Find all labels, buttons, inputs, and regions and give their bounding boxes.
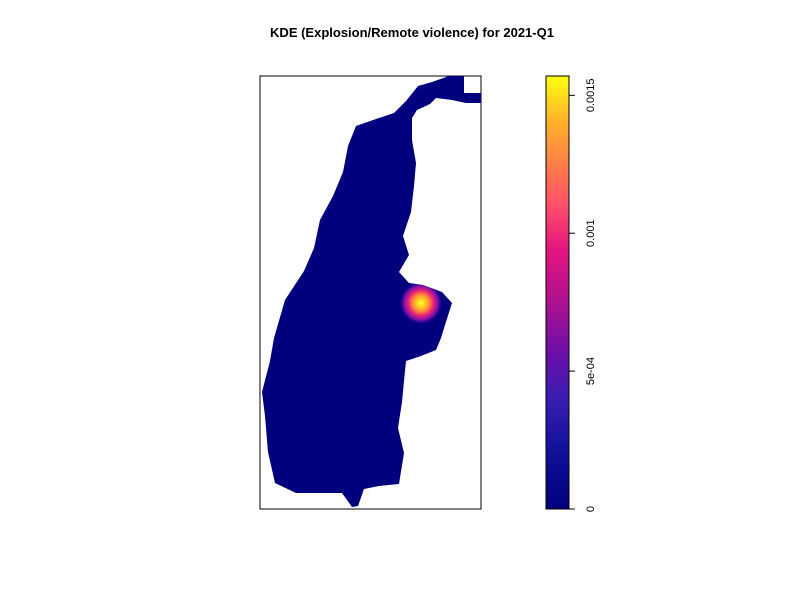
- colorbar-tick-label: 0.001: [585, 219, 597, 247]
- region-shape: [262, 76, 481, 507]
- colorbar-tick-label: 5e-04: [585, 357, 597, 385]
- chart-title: KDE (Explosion/Remote violence) for 2021…: [270, 25, 554, 40]
- map-frame: [259, 75, 482, 510]
- colorbar: 0 5e-04 0.001 0.0015: [545, 75, 597, 512]
- map-layer: [262, 76, 481, 507]
- colorbar-tick-label: 0.0015: [585, 78, 597, 112]
- colorbar-tick-label: 0: [585, 506, 597, 512]
- colorbar-frame: [545, 75, 570, 510]
- hotspot: [399, 281, 443, 325]
- colorbar-ramp: [546, 76, 569, 509]
